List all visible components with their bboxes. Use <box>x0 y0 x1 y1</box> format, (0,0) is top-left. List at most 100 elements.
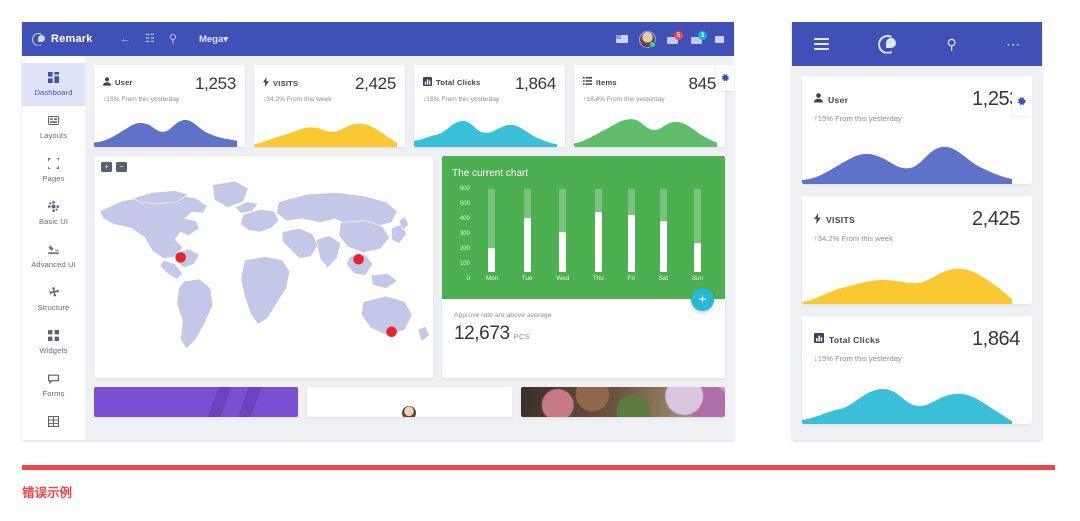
sidebar-item-tables[interactable] <box>22 407 85 440</box>
photo-card[interactable] <box>520 387 725 417</box>
hamburger-icon[interactable] <box>814 38 829 50</box>
desktop-dashboard-mockup: Remark ← ☷ ⚲ Mega▾ 5 3 <box>22 22 734 440</box>
australia-marker <box>386 326 397 338</box>
chart-bar-fill[interactable] <box>523 217 531 272</box>
mobile-card-header: Total Clicks 1,864 <box>814 328 1020 351</box>
chart-bar-fill[interactable] <box>488 247 496 272</box>
stat-card-user[interactable]: User 1,253 ↑15% From this yesterday <box>94 65 245 147</box>
sidebar-label: Dashboard <box>34 88 73 97</box>
mega-menu-label: Mega <box>198 33 224 45</box>
bell-icon <box>667 37 678 44</box>
chart-bar-fill[interactable] <box>627 214 635 272</box>
chart-bar-fill[interactable] <box>659 220 667 272</box>
chart-bar-track <box>627 189 635 272</box>
mobile-card-header: User 1,253 <box>814 88 1020 111</box>
chart-bar-fill[interactable] <box>559 232 567 272</box>
y-tick: 100 <box>459 261 470 267</box>
chart-bar-fill[interactable] <box>594 212 602 272</box>
chart-plot: 600 500 400 300 200 100 0 Mon Tue Wed Thu Fr… <box>452 186 715 282</box>
avatar[interactable] <box>639 30 656 48</box>
settings-gear-tab[interactable] <box>1012 88 1032 116</box>
mobile-card-user[interactable]: User 1,253 ↑15% From this yesterday <box>802 76 1032 184</box>
chart-x-tick: Mon <box>485 275 499 282</box>
chart-bar-track <box>659 189 667 272</box>
brand-name: Remark <box>51 33 93 45</box>
sidebar-item-dashboard[interactable]: Dashboard <box>22 63 85 106</box>
pages-icon <box>48 157 59 170</box>
sidebar-label: Structure <box>37 303 70 312</box>
chart-x-tick: Wed <box>556 275 570 282</box>
stat-delta: ↓15% From this yesterday <box>423 96 556 103</box>
flag-icon[interactable] <box>616 35 628 43</box>
mobile-card-label-group: VISITS <box>814 208 855 227</box>
sparkline-items <box>574 119 718 147</box>
add-button[interactable]: + <box>691 288 714 311</box>
world-map-card[interactable]: + − <box>94 156 433 378</box>
mobile-card-visits[interactable]: VISITS 2,425 ↑34.2% From this week <box>802 196 1032 304</box>
mobile-card-total-clicks[interactable]: Total Clicks 1,864 ↓15% From this yester… <box>802 316 1032 424</box>
more-horizontal-icon[interactable]: ⋯ <box>1005 36 1020 52</box>
chart-x-tick: Sat <box>658 275 669 282</box>
mega-menu-button[interactable]: Mega▾ <box>199 34 228 45</box>
sidebar-item-widgets[interactable]: Widgets <box>22 321 85 364</box>
gear-icon <box>721 73 729 81</box>
sparkline-user <box>802 146 1012 184</box>
gear-icon <box>1018 97 1026 105</box>
moon-icon[interactable] <box>878 35 897 54</box>
chart-bar-track <box>594 189 602 272</box>
chart-x-tick: Fri <box>627 275 635 282</box>
search-icon[interactable]: ⚲ <box>168 32 177 45</box>
stat-label: Items <box>596 77 617 87</box>
widgets-icon <box>48 329 59 342</box>
stat-card-visits[interactable]: VISITS 2,425 ↑34.2% From this week <box>254 65 405 147</box>
map-zoom-in-button[interactable]: + <box>101 162 112 172</box>
sidebar-item-advanced-ui[interactable]: Advanced UI <box>22 235 85 278</box>
notifications-icon[interactable]: 5 <box>667 31 683 45</box>
envelope-icon <box>691 37 702 44</box>
sidebar-label: Widgets <box>39 346 68 355</box>
chart-bar-group: Sun <box>692 186 703 282</box>
stat-card-items[interactable]: Items 845 ↑18.4% From this yesterday <box>574 65 725 147</box>
settings-gear-tab[interactable] <box>716 65 734 91</box>
sparkline-total-clicks <box>414 120 558 147</box>
stat-delta: ↑34.2% From this week <box>263 96 396 103</box>
chart-footer-value: 12,673 <box>453 323 510 344</box>
search-icon[interactable]: ⚲ <box>946 36 957 52</box>
window-icon[interactable] <box>715 35 724 43</box>
structure-icon <box>48 286 59 299</box>
promo-card-purple[interactable] <box>94 387 299 417</box>
tables-icon <box>48 415 59 428</box>
stat-label-group: VISITS <box>263 74 298 89</box>
red-divider <box>22 465 1055 470</box>
chart-title: The current chart <box>451 168 529 179</box>
mobile-card-label-group: Total Clicks <box>814 328 880 346</box>
stat-label: VISITS <box>273 78 299 88</box>
main-content: User 1,253 ↑15% From this yesterday <box>85 56 734 440</box>
mobile-card-label: Total Clicks <box>829 334 881 345</box>
sidebar-item-basic-ui[interactable]: Basic UI <box>22 192 85 235</box>
stat-delta-text: 15% From this yesterday <box>106 96 180 103</box>
mobile-card-delta: ↓15% From this yesterday <box>814 354 1020 363</box>
chart-bar-track <box>523 189 531 272</box>
arrow-left-icon[interactable]: ← <box>120 32 131 45</box>
caption-label: 错误示例 <box>22 485 73 500</box>
sidebar-item-pages[interactable]: Pages <box>22 149 85 192</box>
list-icon <box>583 77 592 87</box>
chart-panel: The current chart 600 500 400 300 200 10… <box>441 156 725 299</box>
mobile-dashboard-mockup: ⚲ ⋯ User 1,253 ↑15% From <box>792 22 1042 440</box>
messages-icon[interactable]: 3 <box>691 31 707 45</box>
sidebar-item-forms[interactable]: Forms <box>22 364 85 407</box>
chart-bar-fill[interactable] <box>693 242 701 272</box>
stat-card-total-clicks[interactable]: Total Clicks 1,864 ↓15% From this yester… <box>414 65 565 147</box>
sidebar-label: Pages <box>42 174 65 183</box>
stat-value: 1,864 <box>514 74 556 93</box>
sidebar-label: Basic UI <box>38 217 69 226</box>
stat-header: Total Clicks 1,864 <box>423 74 556 94</box>
map-zoom-out-button[interactable]: − <box>116 162 127 172</box>
grid-icon[interactable]: ☷ <box>145 32 155 45</box>
sidebar-item-layouts[interactable]: Layouts <box>22 106 85 149</box>
sidebar-item-structure[interactable]: Structure <box>22 278 85 321</box>
brand[interactable]: Remark <box>32 33 112 46</box>
profile-card[interactable] <box>307 387 512 417</box>
